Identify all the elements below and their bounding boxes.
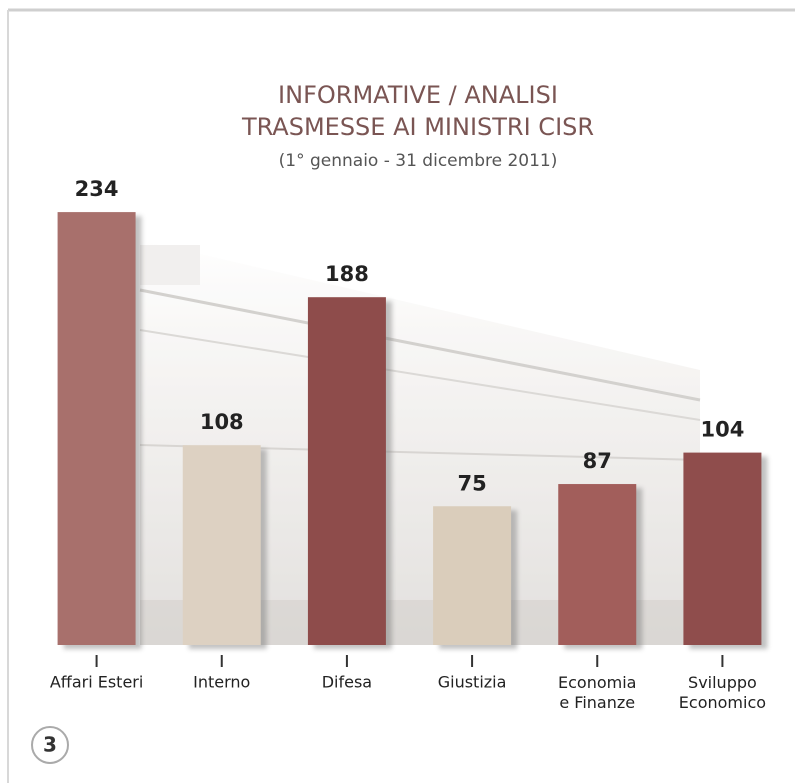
value-label: 234 — [75, 177, 119, 201]
value-label: 108 — [200, 410, 244, 434]
chart-subtitle: (1° gennaio - 31 dicembre 2011) — [279, 151, 558, 171]
bar — [433, 506, 512, 645]
page-number: 3 — [43, 733, 57, 757]
x-tick-label: Difesa — [322, 673, 372, 692]
bar — [307, 297, 386, 645]
x-tick-label: Giustizia — [438, 673, 507, 692]
value-label: 104 — [700, 418, 744, 442]
x-tick-label: Economia e Finanze — [558, 673, 636, 712]
chart-title: TRASMESSE AI MINISTRI CISR — [241, 113, 594, 141]
plot: 234 Affari Esteri 108 Interno 188 Difesa 75 Giu… — [50, 177, 768, 712]
bar — [57, 212, 136, 645]
value-label: 87 — [583, 449, 612, 473]
x-tick-label: Interno — [193, 673, 250, 692]
value-label: 75 — [457, 471, 486, 495]
bar — [558, 484, 637, 645]
page-badge — [31, 726, 69, 764]
x-tick-label: Sviluppo Economico — [679, 673, 766, 712]
bar — [182, 445, 261, 645]
x-tick-label: Affari Esteri — [50, 673, 143, 692]
chart-title: INFORMATIVE / ANALISI — [278, 81, 558, 109]
bar — [683, 452, 762, 645]
value-label: 188 — [325, 262, 369, 286]
